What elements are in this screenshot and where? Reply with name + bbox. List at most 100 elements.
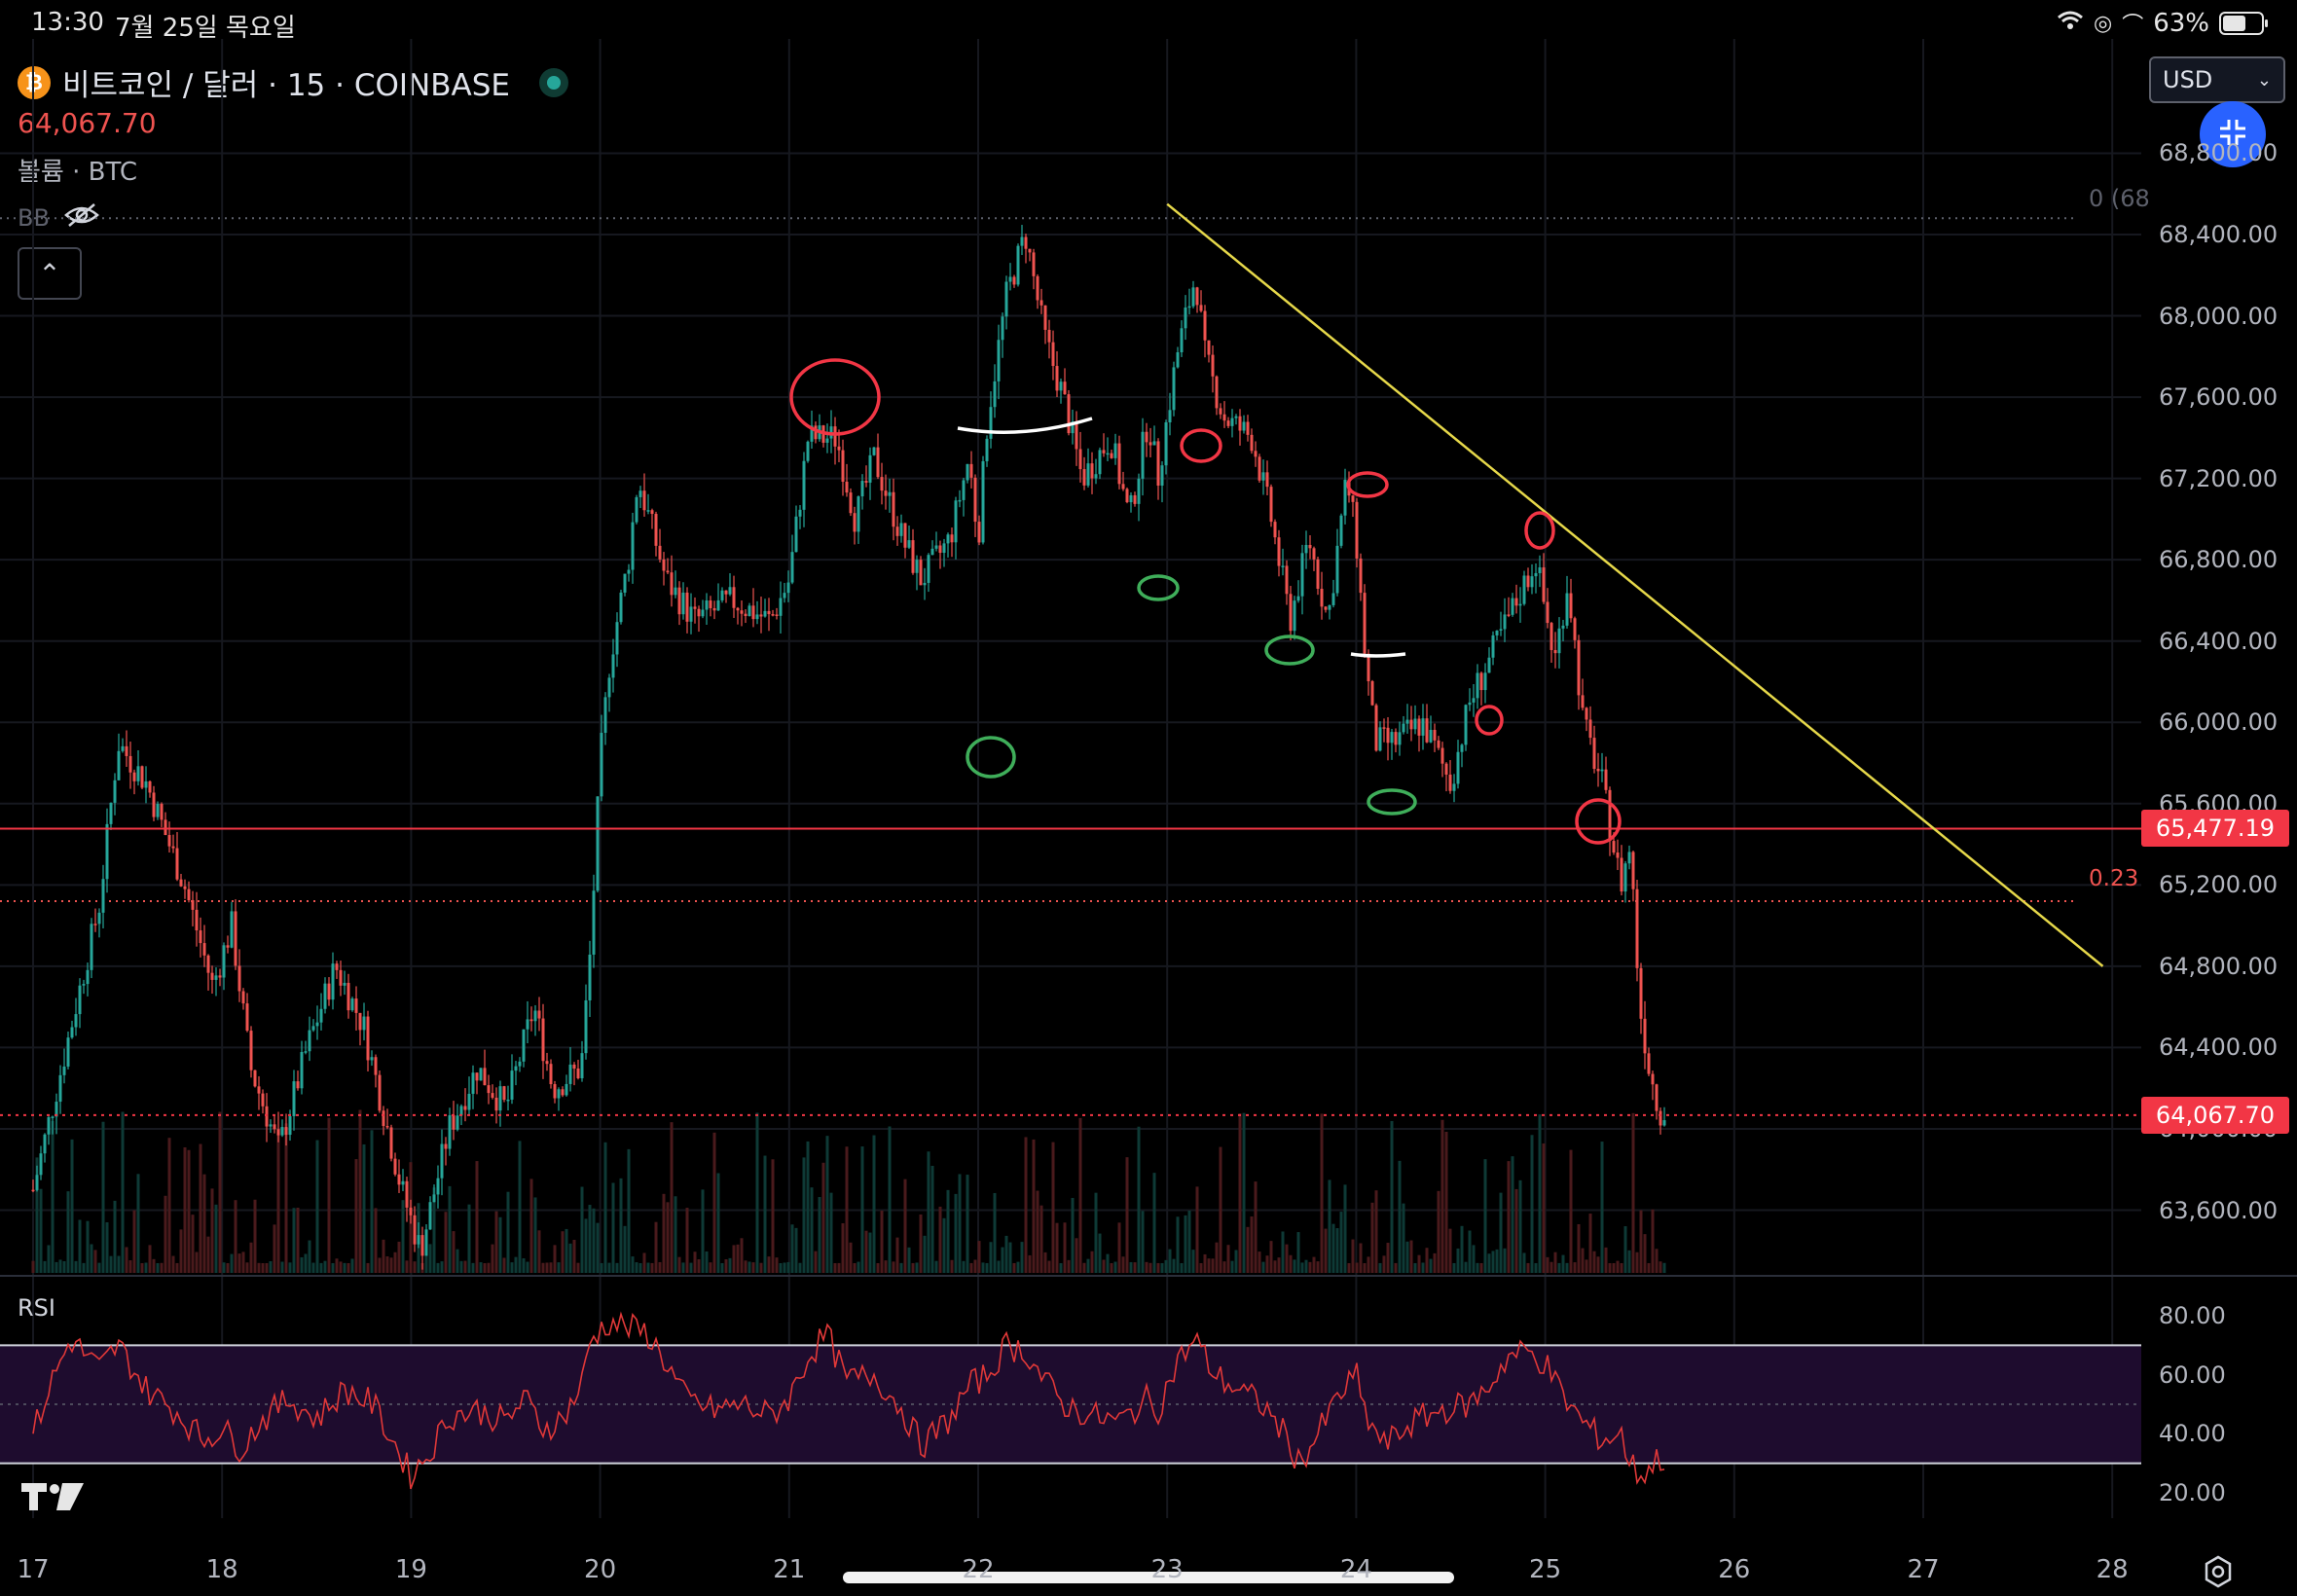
volume-bar [202,1174,206,1273]
candle-body [1635,889,1639,968]
x-axis-tick-label: 19 [394,1555,427,1584]
volume-bar [51,1121,55,1273]
volume-bar [740,1238,744,1273]
volume-bar [1557,1262,1561,1273]
candle-body [494,1097,498,1111]
volume-bar [642,1252,646,1273]
candle-body [265,1106,269,1127]
candle-body [311,1026,315,1031]
candle-body [1071,421,1075,434]
volume-bar [1265,1255,1269,1273]
candle-body [1148,442,1152,446]
annotation-circle-red [1180,428,1222,463]
candle-body [1234,416,1238,418]
candle-body [128,755,132,773]
volume-bar [864,1230,868,1273]
tradingview-logo[interactable] [21,1481,86,1518]
eye-hidden-icon[interactable] [63,202,100,234]
volume-bar [572,1240,576,1273]
volume-bar [183,1146,187,1273]
volume-bar [199,1143,202,1273]
candle-body [35,1175,39,1190]
annotation-circle-red [1475,705,1504,736]
volume-bar [1530,1135,1534,1273]
candle-body [1152,441,1156,446]
candle-body [1639,967,1643,1019]
volume-bar [600,1262,603,1273]
candle-body [1573,618,1577,640]
candle-body [1094,474,1098,479]
candle-body [1250,434,1254,452]
volume-bar [798,1262,802,1273]
currency-select[interactable]: USD ⌄ [2149,56,2285,103]
candle-body [1203,310,1207,341]
volume-bar [654,1221,658,1273]
y-axis-tick-label: 64,800.00 [2159,952,2279,980]
candle-body [1425,718,1429,743]
candle-body [1550,623,1553,650]
volume-bar [514,1256,518,1273]
x-axis-tick-label: 23 [1150,1555,1184,1584]
candle-body [1191,287,1195,307]
candle-body [557,1089,561,1099]
candle-body [771,614,775,616]
volume-bar [1413,1263,1417,1273]
volume-bar [1592,1251,1596,1273]
volume-bar [1071,1197,1075,1273]
candle-body [1460,744,1464,752]
volume-bar [1440,1119,1444,1273]
candle-body [619,592,623,623]
volume-bar [1238,1113,1242,1273]
market-status-icon[interactable] [538,67,568,97]
volume-bar [1230,1260,1234,1273]
volume-bar [1110,1262,1113,1273]
exit-fullscreen-button[interactable] [2200,101,2266,167]
candle-body [183,886,187,889]
volume-bar [1055,1222,1059,1273]
volume-bar [1328,1179,1331,1273]
candle-body [1254,451,1258,457]
volume-bar [1001,1247,1004,1273]
x-axis-tick-label: 24 [1339,1555,1372,1584]
candle-body [253,1070,257,1087]
candle-body [187,889,191,901]
volume-bar [895,1237,899,1273]
volume-bar [401,1200,405,1273]
volume-bar [432,1187,436,1273]
home-indicator[interactable] [843,1572,1454,1583]
volume-bar [860,1146,864,1273]
symbol-header[interactable]: ₿ 비트코인 / 달러 · 15 · COINBASE [18,60,568,104]
volume-bar [518,1141,522,1273]
candle-body [1643,1018,1647,1054]
status-time: 13:30 [31,8,104,37]
volume-bar [1152,1173,1156,1273]
volume-bar [428,1244,432,1273]
settings-gear-icon[interactable] [2202,1555,2235,1592]
candle-body [580,1053,584,1079]
candle-body [202,943,206,956]
candle-body [1055,366,1059,391]
candle-body [82,984,86,986]
candle-body [315,1022,319,1027]
candle-body [1662,1120,1666,1126]
candle-body [712,607,716,611]
volume-bar [716,1173,720,1273]
rsi-tick-label: 20.00 [2159,1479,2226,1506]
rsi-label[interactable]: RSI [18,1294,55,1322]
symbol-title[interactable]: 비트코인 / 달러 · 15 · COINBASE [62,68,510,103]
volume-bar [62,1260,66,1273]
candle-body [179,879,183,887]
candle-body [1117,443,1121,485]
candle-body [1437,740,1440,748]
volume-indicator-label[interactable]: 볼륨 · BTC [18,158,137,187]
volume-bar [697,1259,701,1273]
candle-body [1491,635,1495,658]
volume-bar [1016,1261,1020,1273]
volume-bar [234,1200,237,1273]
volume-bar [810,1187,814,1273]
candle-body [1339,515,1343,546]
collapse-legend-button[interactable]: ⌃ [18,247,82,300]
candle-body [413,1215,417,1245]
candle-body [510,1070,514,1100]
